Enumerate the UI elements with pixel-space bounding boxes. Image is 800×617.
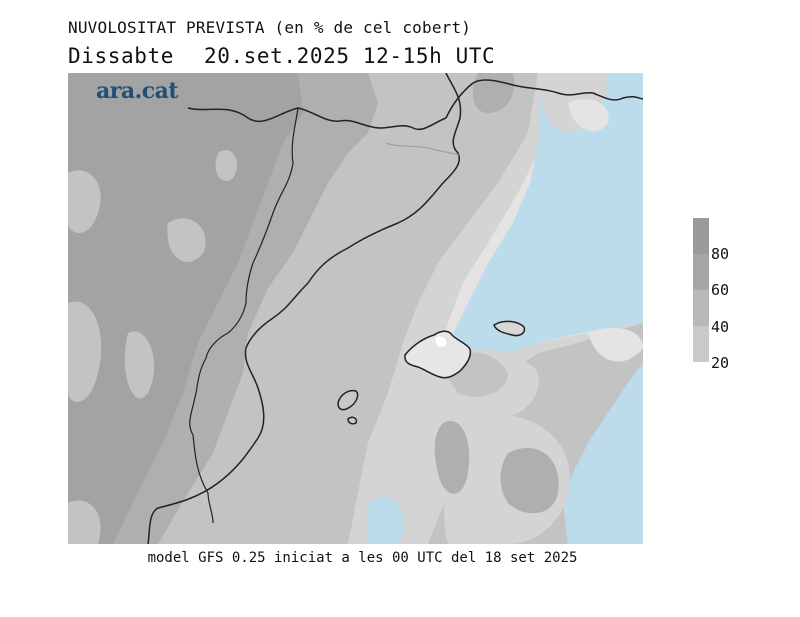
island-formentera <box>347 416 358 425</box>
coastline <box>147 73 462 544</box>
cloud-low-patch-2 <box>167 218 206 262</box>
france-coast <box>445 79 643 119</box>
legend-label-80: 80 <box>711 245 730 263</box>
internal-border-grey <box>385 142 461 156</box>
legend-label-60: 60 <box>711 281 730 299</box>
island-mallorca <box>404 330 472 379</box>
cloud-low-patch-1 <box>68 170 101 233</box>
forecast-date-time: 20.set.2025 12-15h UTC <box>203 44 496 68</box>
cloud-highest-area-west <box>68 73 303 544</box>
cloud-low-patch-6 <box>215 150 238 182</box>
cloud-patch-south-dark <box>434 421 470 494</box>
forecast-day: Dissabte <box>68 44 174 68</box>
island-menorca <box>493 320 526 337</box>
model-info-footer: model GFS 0.25 iniciat a les 00 UTC del … <box>147 550 578 566</box>
legend-label-20: 20 <box>711 354 730 372</box>
sea-area-clear-east <box>563 363 643 544</box>
map-canvas <box>68 73 643 544</box>
ara-cat-logo[interactable]: ara.cat <box>96 78 179 104</box>
cloud-low-patch-5 <box>68 500 101 544</box>
legend-label-40: 40 <box>711 318 730 336</box>
cloud-cover-legend <box>693 218 709 362</box>
legend-band-40 <box>693 326 709 362</box>
cloud-patch-east-sea <box>588 328 643 362</box>
sea-area-clear-south <box>368 497 404 544</box>
sea-area-clear-north <box>453 73 643 363</box>
map-subtitle: Dissabte 20.set.2025 12-15h UTC <box>68 44 525 68</box>
cloud-cover-map <box>68 73 643 544</box>
legend-band-top <box>693 218 709 254</box>
cloud-low-patch-3 <box>68 301 102 402</box>
cloud-low-patch-4 <box>124 331 155 399</box>
map-title: NUVOLOSITAT PREVISTA (en % de cel cobert… <box>68 18 472 37</box>
regional-border <box>189 107 299 524</box>
legend-band-80 <box>693 254 709 290</box>
island-ibiza <box>337 389 359 411</box>
cloud-patch-northeast-sea <box>568 99 609 132</box>
legend-band-60 <box>693 290 709 326</box>
cloud-patch-southeast-dark <box>500 447 559 514</box>
pyrenees-border <box>187 107 447 130</box>
island-mallorca-clear <box>435 336 447 347</box>
